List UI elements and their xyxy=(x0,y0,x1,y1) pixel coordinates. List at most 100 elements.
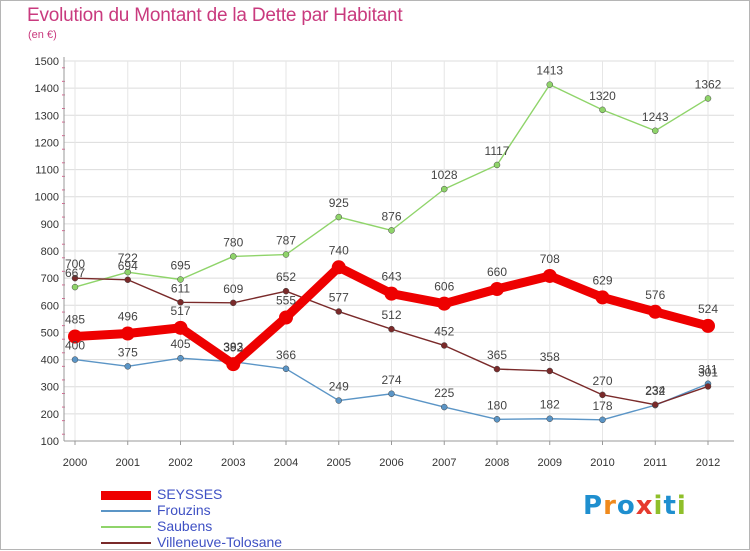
data-label-seysses: 643 xyxy=(381,270,401,284)
data-point-seysses xyxy=(279,310,293,325)
x-tick-label: 2010 xyxy=(590,457,614,469)
data-point-saubens xyxy=(282,251,290,258)
data-point-frouzins xyxy=(282,365,290,373)
data-label-frouzins: 180 xyxy=(487,398,507,412)
data-label-saubens: 925 xyxy=(329,196,349,210)
y-tick-label: 1400 xyxy=(35,83,59,95)
data-point-saubens xyxy=(652,127,659,135)
data-label-saubens: 1413 xyxy=(536,64,563,78)
y-tick-label: 1100 xyxy=(35,165,59,177)
data-point-saubens xyxy=(546,81,553,88)
data-point-villeneuve-tolosane xyxy=(230,299,237,307)
data-point-frouzins xyxy=(71,356,79,363)
data-label-seysses: 708 xyxy=(540,252,560,266)
x-tick-label: 2003 xyxy=(221,457,245,469)
data-point-seysses xyxy=(595,290,610,305)
x-tick-label: 2012 xyxy=(696,457,720,469)
legend-label-frouzins: Frouzins xyxy=(157,502,211,518)
x-tick-label: 2011 xyxy=(643,457,667,469)
logo-letter: i xyxy=(676,491,687,521)
data-point-frouzins xyxy=(599,416,606,424)
data-label-seysses: 576 xyxy=(645,288,665,302)
data-point-frouzins xyxy=(177,354,184,362)
x-tick-label: 2006 xyxy=(379,457,403,469)
legend-swatch-villeneuve-tolosane xyxy=(101,542,151,544)
data-label-villeneuve-tolosane: 611 xyxy=(171,281,190,295)
data-point-seysses xyxy=(648,304,663,319)
proxiti-logo: Proxiti xyxy=(583,491,687,521)
data-point-villeneuve-tolosane xyxy=(493,365,501,373)
y-tick-label: 300 xyxy=(41,382,59,394)
data-point-villeneuve-tolosane xyxy=(124,276,131,284)
legend-swatch-saubens xyxy=(101,526,151,528)
data-point-saubens xyxy=(335,213,342,221)
data-label-seysses: 485 xyxy=(65,313,85,327)
data-point-seysses xyxy=(68,329,82,344)
data-point-saubens xyxy=(124,268,131,276)
data-point-seysses xyxy=(384,286,399,301)
y-tick-label: 600 xyxy=(41,300,59,312)
data-label-villeneuve-tolosane: 301 xyxy=(698,365,718,379)
y-tick-label: 200 xyxy=(41,409,59,421)
data-point-saubens xyxy=(230,253,237,260)
data-label-frouzins: 178 xyxy=(592,399,612,413)
chart-subtitle: (en €) xyxy=(28,29,57,41)
data-point-seysses xyxy=(173,320,188,335)
data-point-saubens xyxy=(493,161,501,169)
data-point-saubens xyxy=(177,276,184,283)
x-tick-label: 2007 xyxy=(432,457,456,469)
data-point-saubens xyxy=(71,283,79,291)
data-label-saubens: 876 xyxy=(381,209,401,223)
data-label-villeneuve-tolosane: 358 xyxy=(540,350,560,364)
legend-label-seysses: SEYSSES xyxy=(157,486,223,502)
data-label-saubens: 1320 xyxy=(589,89,616,103)
data-label-seysses: 740 xyxy=(329,243,349,257)
data-label-saubens: 1117 xyxy=(485,144,510,158)
x-tick-label: 2004 xyxy=(274,457,298,469)
y-tick-label: 700 xyxy=(41,273,59,285)
data-label-villeneuve-tolosane: 700 xyxy=(65,257,85,271)
y-tick-label: 1000 xyxy=(35,192,59,204)
logo-letter: i xyxy=(653,491,664,521)
data-label-villeneuve-tolosane: 270 xyxy=(592,374,612,388)
data-label-villeneuve-tolosane: 652 xyxy=(276,270,296,284)
y-tick-label: 1300 xyxy=(35,110,59,122)
axes: 100 200 300 400 500 600 700 800 900 1000 1100 1200 1… xyxy=(35,56,734,469)
data-labels: 485 496 517 383 555 740 643 606 660 708 629 576 524 4… xyxy=(65,64,722,413)
x-tick-label: 2005 xyxy=(327,457,351,469)
data-label-frouzins: 249 xyxy=(329,380,349,394)
data-label-villeneuve-tolosane: 694 xyxy=(118,259,138,273)
data-label-seysses: 517 xyxy=(170,304,190,318)
data-label-frouzins: 375 xyxy=(118,345,138,359)
data-label-seysses: 606 xyxy=(434,280,454,294)
data-point-seysses xyxy=(437,296,452,311)
data-label-seysses: 629 xyxy=(592,273,612,287)
series-lines xyxy=(68,81,715,424)
data-label-saubens: 667 xyxy=(65,266,85,280)
logo-letter: P xyxy=(583,491,604,521)
y-tick-label: 500 xyxy=(41,327,59,339)
x-tick-label: 2009 xyxy=(538,457,562,469)
data-label-saubens: 780 xyxy=(223,235,243,249)
data-point-saubens xyxy=(704,95,712,102)
data-label-seysses: 555 xyxy=(276,294,296,308)
y-tick-label: 100 xyxy=(41,436,59,448)
data-label-frouzins: 400 xyxy=(65,339,85,353)
data-point-seysses xyxy=(701,318,715,333)
data-point-seysses xyxy=(542,268,557,283)
data-label-frouzins: 274 xyxy=(381,373,401,387)
data-point-frouzins xyxy=(546,415,553,422)
data-label-villeneuve-tolosane: 234 xyxy=(645,384,665,398)
data-point-saubens xyxy=(441,185,448,193)
data-label-seysses: 660 xyxy=(487,265,507,279)
data-point-villeneuve-tolosane xyxy=(388,325,395,333)
data-label-villeneuve-tolosane: 512 xyxy=(381,308,401,322)
data-point-frouzins xyxy=(335,397,342,404)
data-label-saubens: 1243 xyxy=(642,110,669,124)
data-label-saubens: 695 xyxy=(170,259,190,273)
x-tick-label: 2008 xyxy=(485,457,509,469)
data-label-frouzins: 232 xyxy=(645,384,665,398)
y-tick-label: 400 xyxy=(41,355,59,367)
data-point-seysses xyxy=(120,326,135,341)
